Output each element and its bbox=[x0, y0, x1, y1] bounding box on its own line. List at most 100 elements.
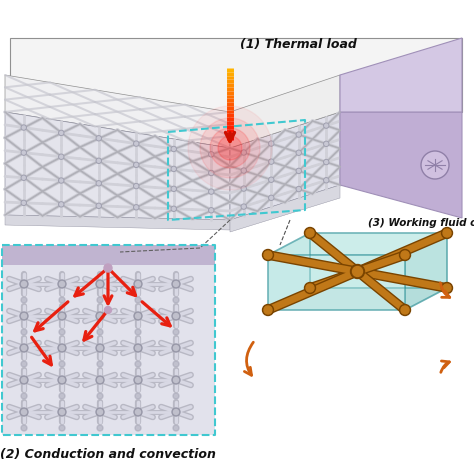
Circle shape bbox=[136, 313, 140, 319]
Circle shape bbox=[58, 280, 66, 288]
Circle shape bbox=[97, 297, 103, 303]
Circle shape bbox=[96, 181, 101, 186]
Circle shape bbox=[135, 393, 141, 399]
Circle shape bbox=[96, 408, 104, 416]
Circle shape bbox=[58, 344, 66, 352]
Circle shape bbox=[60, 313, 64, 319]
Circle shape bbox=[173, 329, 179, 335]
Circle shape bbox=[58, 376, 66, 384]
Circle shape bbox=[441, 283, 453, 293]
Circle shape bbox=[60, 377, 64, 383]
Circle shape bbox=[172, 312, 180, 320]
Circle shape bbox=[96, 344, 104, 352]
Circle shape bbox=[22, 176, 25, 179]
Circle shape bbox=[97, 159, 100, 162]
Circle shape bbox=[136, 377, 140, 383]
Circle shape bbox=[135, 361, 141, 367]
Polygon shape bbox=[268, 233, 310, 310]
Circle shape bbox=[210, 172, 213, 174]
Circle shape bbox=[60, 179, 63, 182]
Circle shape bbox=[172, 280, 180, 288]
Circle shape bbox=[353, 266, 363, 276]
Circle shape bbox=[58, 312, 66, 320]
Circle shape bbox=[210, 128, 250, 168]
Circle shape bbox=[21, 175, 26, 180]
Circle shape bbox=[350, 264, 365, 279]
Circle shape bbox=[60, 203, 63, 206]
Circle shape bbox=[21, 297, 27, 303]
Circle shape bbox=[270, 196, 273, 200]
Circle shape bbox=[59, 154, 64, 159]
Circle shape bbox=[21, 125, 26, 130]
Circle shape bbox=[304, 283, 316, 293]
Circle shape bbox=[20, 344, 28, 352]
Circle shape bbox=[135, 142, 138, 145]
Circle shape bbox=[59, 393, 65, 399]
Circle shape bbox=[297, 151, 300, 154]
Polygon shape bbox=[340, 38, 462, 112]
Circle shape bbox=[60, 155, 63, 158]
Circle shape bbox=[22, 151, 25, 154]
Circle shape bbox=[135, 329, 141, 335]
Circle shape bbox=[96, 203, 101, 208]
Circle shape bbox=[401, 306, 409, 314]
Circle shape bbox=[60, 131, 63, 135]
Circle shape bbox=[171, 146, 176, 152]
Circle shape bbox=[297, 169, 300, 173]
Circle shape bbox=[242, 187, 245, 190]
Polygon shape bbox=[310, 233, 447, 288]
Circle shape bbox=[171, 166, 176, 172]
Circle shape bbox=[324, 160, 329, 164]
Circle shape bbox=[324, 178, 329, 183]
Polygon shape bbox=[268, 288, 447, 310]
Circle shape bbox=[135, 184, 138, 188]
Circle shape bbox=[401, 251, 409, 259]
Circle shape bbox=[210, 209, 213, 212]
Circle shape bbox=[96, 312, 104, 320]
Polygon shape bbox=[230, 75, 340, 148]
Circle shape bbox=[297, 133, 300, 136]
Circle shape bbox=[306, 284, 314, 292]
Circle shape bbox=[264, 251, 272, 259]
Circle shape bbox=[325, 124, 328, 127]
Polygon shape bbox=[5, 112, 230, 220]
Circle shape bbox=[97, 425, 103, 431]
Circle shape bbox=[172, 344, 180, 352]
Circle shape bbox=[134, 141, 139, 146]
Polygon shape bbox=[10, 38, 462, 112]
Circle shape bbox=[20, 408, 28, 416]
Circle shape bbox=[173, 361, 179, 367]
Circle shape bbox=[441, 228, 453, 238]
Circle shape bbox=[171, 206, 176, 211]
Polygon shape bbox=[5, 75, 230, 148]
Circle shape bbox=[98, 346, 102, 350]
Circle shape bbox=[98, 282, 102, 286]
Circle shape bbox=[241, 168, 246, 173]
Circle shape bbox=[173, 346, 179, 350]
Circle shape bbox=[96, 158, 101, 163]
Circle shape bbox=[264, 306, 272, 314]
Circle shape bbox=[97, 204, 100, 207]
Circle shape bbox=[242, 151, 245, 154]
Circle shape bbox=[400, 304, 410, 316]
Circle shape bbox=[324, 123, 329, 128]
Circle shape bbox=[21, 346, 27, 350]
Text: (1) Thermal load: (1) Thermal load bbox=[240, 38, 357, 51]
Circle shape bbox=[135, 425, 141, 431]
Circle shape bbox=[60, 410, 64, 414]
Circle shape bbox=[443, 284, 451, 292]
Circle shape bbox=[210, 153, 213, 156]
Circle shape bbox=[96, 136, 101, 141]
Circle shape bbox=[172, 207, 175, 210]
Circle shape bbox=[20, 280, 28, 288]
Circle shape bbox=[59, 130, 64, 136]
Circle shape bbox=[134, 312, 142, 320]
Circle shape bbox=[209, 189, 214, 194]
Circle shape bbox=[97, 329, 103, 335]
Circle shape bbox=[136, 282, 140, 286]
Circle shape bbox=[135, 297, 141, 303]
Circle shape bbox=[173, 425, 179, 431]
Polygon shape bbox=[268, 233, 447, 255]
Circle shape bbox=[218, 136, 242, 160]
Circle shape bbox=[98, 377, 102, 383]
